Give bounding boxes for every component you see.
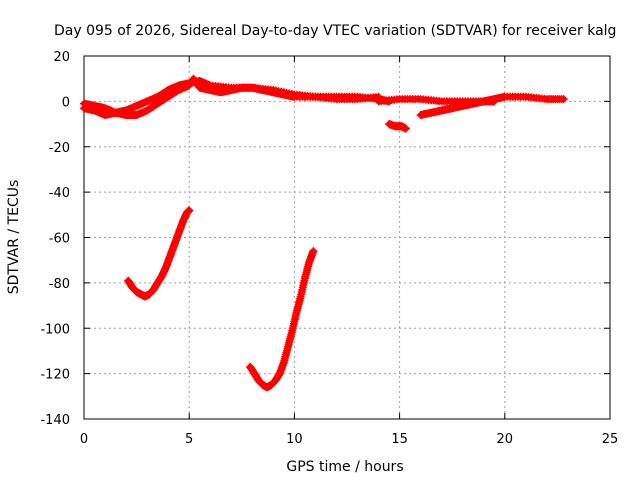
y-tick-label: 0: [62, 95, 70, 110]
data-point: [401, 124, 410, 133]
data-point: [309, 247, 318, 256]
data-point: [185, 206, 194, 215]
x-tick-label: 15: [391, 432, 408, 447]
y-tick-label: -140: [40, 413, 70, 428]
chart-title: Day 095 of 2026, Sidereal Day-to-day VTE…: [54, 23, 616, 39]
plot-frame: [83, 55, 611, 420]
y-tick-label: -120: [40, 368, 70, 383]
y-axis-label: SDTVAR / TECUs: [6, 180, 22, 295]
y-tick-label: -20: [49, 141, 70, 156]
y-tick-label: -60: [49, 232, 70, 247]
x-tick-label: 5: [185, 432, 193, 447]
x-tick-label: 20: [497, 432, 514, 447]
y-tick-label: -80: [49, 277, 70, 292]
data-point: [559, 95, 568, 104]
data-point: [185, 81, 194, 90]
x-tick-label: 0: [80, 432, 88, 447]
y-tick-label: -100: [40, 322, 70, 337]
x-axis-label: GPS time / hours: [286, 459, 403, 475]
data-series: [80, 74, 568, 392]
grid: [84, 56, 610, 419]
axis-ticks: 0 5 10 15 20 25 -140 -120 -100 -80 -60 -40 -20 0 20: [40, 50, 618, 447]
x-tick-label: 10: [286, 432, 303, 447]
y-tick-label: -40: [49, 186, 70, 201]
x-tick-label: 25: [602, 432, 619, 447]
data-point: [490, 97, 499, 106]
y-tick-label: 20: [53, 50, 70, 65]
